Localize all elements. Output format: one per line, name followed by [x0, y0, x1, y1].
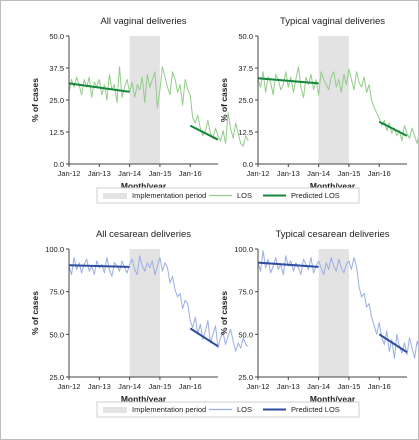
y-axis-label: % of cases [219, 78, 229, 122]
legend-los-label: LOS [237, 191, 252, 200]
x-tick-label: Jan-16 [179, 169, 202, 178]
y-tick-label: 50.0 [238, 32, 253, 41]
y-tick-label: 0.0 [243, 160, 253, 169]
x-tick-label: Jan-14 [307, 169, 330, 178]
los-line [257, 66, 418, 144]
x-tick-label: Jan-15 [148, 382, 171, 391]
x-tick-label: Jan-13 [277, 382, 300, 391]
legend-predicted-label: Predicted LOS [291, 405, 340, 414]
x-tick-label: Jan-16 [368, 169, 391, 178]
y-tick-label: 100.0 [234, 245, 253, 254]
x-axis-label: Month/year [310, 394, 356, 404]
legend-los-label: LOS [237, 405, 252, 414]
y-tick-label: 50.0 [49, 32, 64, 41]
chart-title: Typical cesarean deliveries [275, 229, 389, 240]
y-tick-label: 37.5 [49, 64, 64, 73]
legend-implementation-label: Implementation period [132, 191, 206, 200]
chart-title: All vaginal deliveries [100, 16, 186, 27]
chart-title: Typical vaginal deliveries [280, 16, 385, 27]
y-tick-label: 25.0 [238, 96, 253, 105]
x-tick-label: Jan-16 [179, 382, 202, 391]
x-tick-label: Jan-14 [118, 382, 141, 391]
x-tick-label: Jan-15 [337, 382, 360, 391]
x-tick-label: Jan-15 [148, 169, 171, 178]
x-tick-label: Jan-15 [337, 169, 360, 178]
legend-implementation-swatch [103, 407, 127, 413]
legend-implementation-label: Implementation period [132, 405, 206, 414]
chart-title: All cesarean deliveries [96, 229, 191, 240]
predicted-los-line-2 [189, 327, 219, 348]
x-axis-label: Month/year [310, 181, 356, 191]
x-axis-label: Month/year [121, 181, 167, 191]
implementation-period-band [318, 249, 349, 377]
x-tick-label: Jan-12 [247, 169, 270, 178]
predicted-los-line-1 [68, 264, 130, 268]
legend-predicted-label: Predicted LOS [291, 191, 340, 200]
implementation-period-band [318, 36, 349, 164]
los-line [68, 66, 249, 147]
x-tick-label: Jan-13 [88, 169, 111, 178]
x-tick-label: Jan-13 [88, 382, 111, 391]
predicted-los-line-2 [378, 333, 408, 354]
y-axis-label: % of cases [30, 78, 40, 122]
y-tick-label: 50.0 [238, 330, 253, 339]
legend-implementation-swatch [103, 193, 127, 199]
predicted-los-line-1 [257, 261, 319, 268]
y-axis-label: % of cases [30, 291, 40, 335]
y-tick-label: 75.0 [238, 288, 253, 297]
y-tick-label: 12.5 [238, 128, 253, 137]
x-tick-label: Jan-14 [118, 169, 141, 178]
predicted-los-line-2 [378, 120, 408, 137]
y-tick-label: 12.5 [49, 128, 64, 137]
predicted-los-line-1 [68, 82, 130, 93]
y-tick-label: 75.0 [49, 288, 64, 297]
y-tick-label: 25.0 [238, 373, 253, 382]
y-axis-label: % of cases [219, 291, 229, 335]
predicted-los-line-2 [189, 124, 219, 141]
y-tick-label: 25.0 [49, 96, 64, 105]
y-tick-label: 100.0 [45, 245, 64, 254]
predicted-los-line-1 [257, 77, 319, 85]
x-tick-label: Jan-16 [368, 382, 391, 391]
x-tick-label: Jan-13 [277, 169, 300, 178]
y-tick-label: 25.0 [49, 373, 64, 382]
y-tick-label: 50.0 [49, 330, 64, 339]
y-tick-label: 37.5 [238, 64, 253, 73]
x-tick-label: Jan-12 [58, 169, 81, 178]
x-tick-label: Jan-12 [58, 382, 81, 391]
x-tick-label: Jan-14 [307, 382, 330, 391]
y-tick-label: 0.0 [54, 160, 64, 169]
x-tick-label: Jan-12 [247, 382, 270, 391]
x-axis-label: Month/year [121, 394, 167, 404]
